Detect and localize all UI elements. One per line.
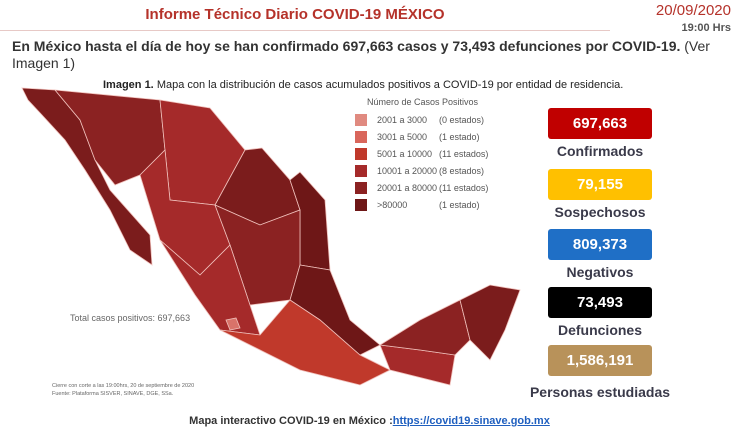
legend-count: (11 estados) — [439, 148, 489, 159]
legend: Número de Casos Positivos 2001 a 3000 (0 e… — [355, 97, 488, 213]
state — [159, 239, 261, 336]
footnote-line: Cierre con corte a las 19:00hrs, 20 de s… — [52, 383, 195, 389]
footer-link[interactable]: https://covid19.sinave.gob.mx — [392, 415, 550, 427]
map-total: Total casos positivos: 697,663 — [70, 313, 191, 323]
caption-text: Mapa con la distribución de casos acumul… — [156, 79, 624, 91]
legend-range: 10001 a 20000 — [377, 165, 438, 176]
legend-swatch — [355, 164, 367, 177]
stat-value: 809,373 — [548, 229, 652, 260]
legend-swatch — [355, 130, 367, 143]
legend-title: Número de Casos Positivos — [367, 97, 479, 107]
intro: En México hasta el día de hoy se han con… — [12, 38, 732, 72]
state — [219, 299, 391, 386]
legend-count: (8 estados) — [439, 165, 485, 176]
legend-item: 3001 a 5000 (1 estado) — [355, 128, 488, 145]
intro-bold: 697,663 casos y 73,493 defunciones por C… — [342, 38, 681, 54]
date: 20/09/2020 — [655, 2, 731, 19]
footer: Mapa interactivo COVID-19 en México :htt… — [0, 415, 739, 427]
stat-value: 73,493 — [548, 287, 652, 318]
footer-text: Mapa interactivo COVID-19 en México : — [189, 415, 393, 427]
legend-range: 2001 a 3000 — [377, 114, 428, 125]
stat-label: Defunciones — [557, 322, 642, 338]
state — [378, 299, 471, 356]
stat-label: Personas estudiadas — [529, 384, 671, 400]
intro-lead: En México hasta el día de hoy se han con… — [12, 38, 339, 54]
stat-label: Confirmados — [556, 143, 644, 159]
state — [225, 317, 241, 331]
stat-value: 79,155 — [548, 169, 652, 200]
legend-count: (0 estados) — [439, 114, 485, 125]
legend-range: 20001 a 80000 — [377, 182, 438, 193]
legend-count: (1 estado) — [439, 131, 480, 142]
footnote: Cierre con corte a las 19:00hrs, 20 de s… — [52, 382, 194, 398]
caption: Imagen 1. Mapa con la distribución de ca… — [103, 79, 623, 91]
stat-value: 697,663 — [548, 108, 652, 139]
legend-item: >80000 (1 estado) — [355, 196, 488, 213]
legend-item: 5001 a 10000 (11 estados) — [355, 145, 488, 162]
legend-swatch — [355, 113, 367, 126]
time: 19:00 Hrs — [681, 22, 731, 34]
legend-swatch — [355, 198, 367, 211]
stat-label: Negativos — [566, 264, 634, 280]
legend-swatch — [355, 147, 367, 160]
legend-count: (11 estados) — [439, 182, 489, 193]
title: Informe Técnico Diario COVID-19 MÉXICO — [145, 6, 445, 23]
legend-range: 5001 a 10000 — [377, 148, 433, 159]
legend-range: 3001 a 5000 — [377, 131, 428, 142]
stat-value: 1,586,191 — [548, 345, 652, 376]
legend-swatch — [355, 181, 367, 194]
caption-label: Imagen 1. — [103, 79, 154, 91]
stat-label: Sospechosos — [554, 204, 646, 220]
legend-item: 2001 a 3000 (0 estados) — [355, 111, 488, 128]
legend-count: (1 estado) — [439, 199, 480, 210]
intro-tail: (Ver Imagen 1) — [12, 38, 710, 71]
legend-item: 10001 a 20000 (8 estados) — [355, 162, 488, 179]
legend-range: >80000 — [377, 199, 408, 210]
title-rule — [0, 30, 610, 31]
footnote-line: Fuente: Plataforma SISVER, SINAVE, DGE, … — [52, 391, 174, 397]
state — [459, 284, 521, 361]
legend-item: 20001 a 80000 (11 estados) — [355, 179, 488, 196]
